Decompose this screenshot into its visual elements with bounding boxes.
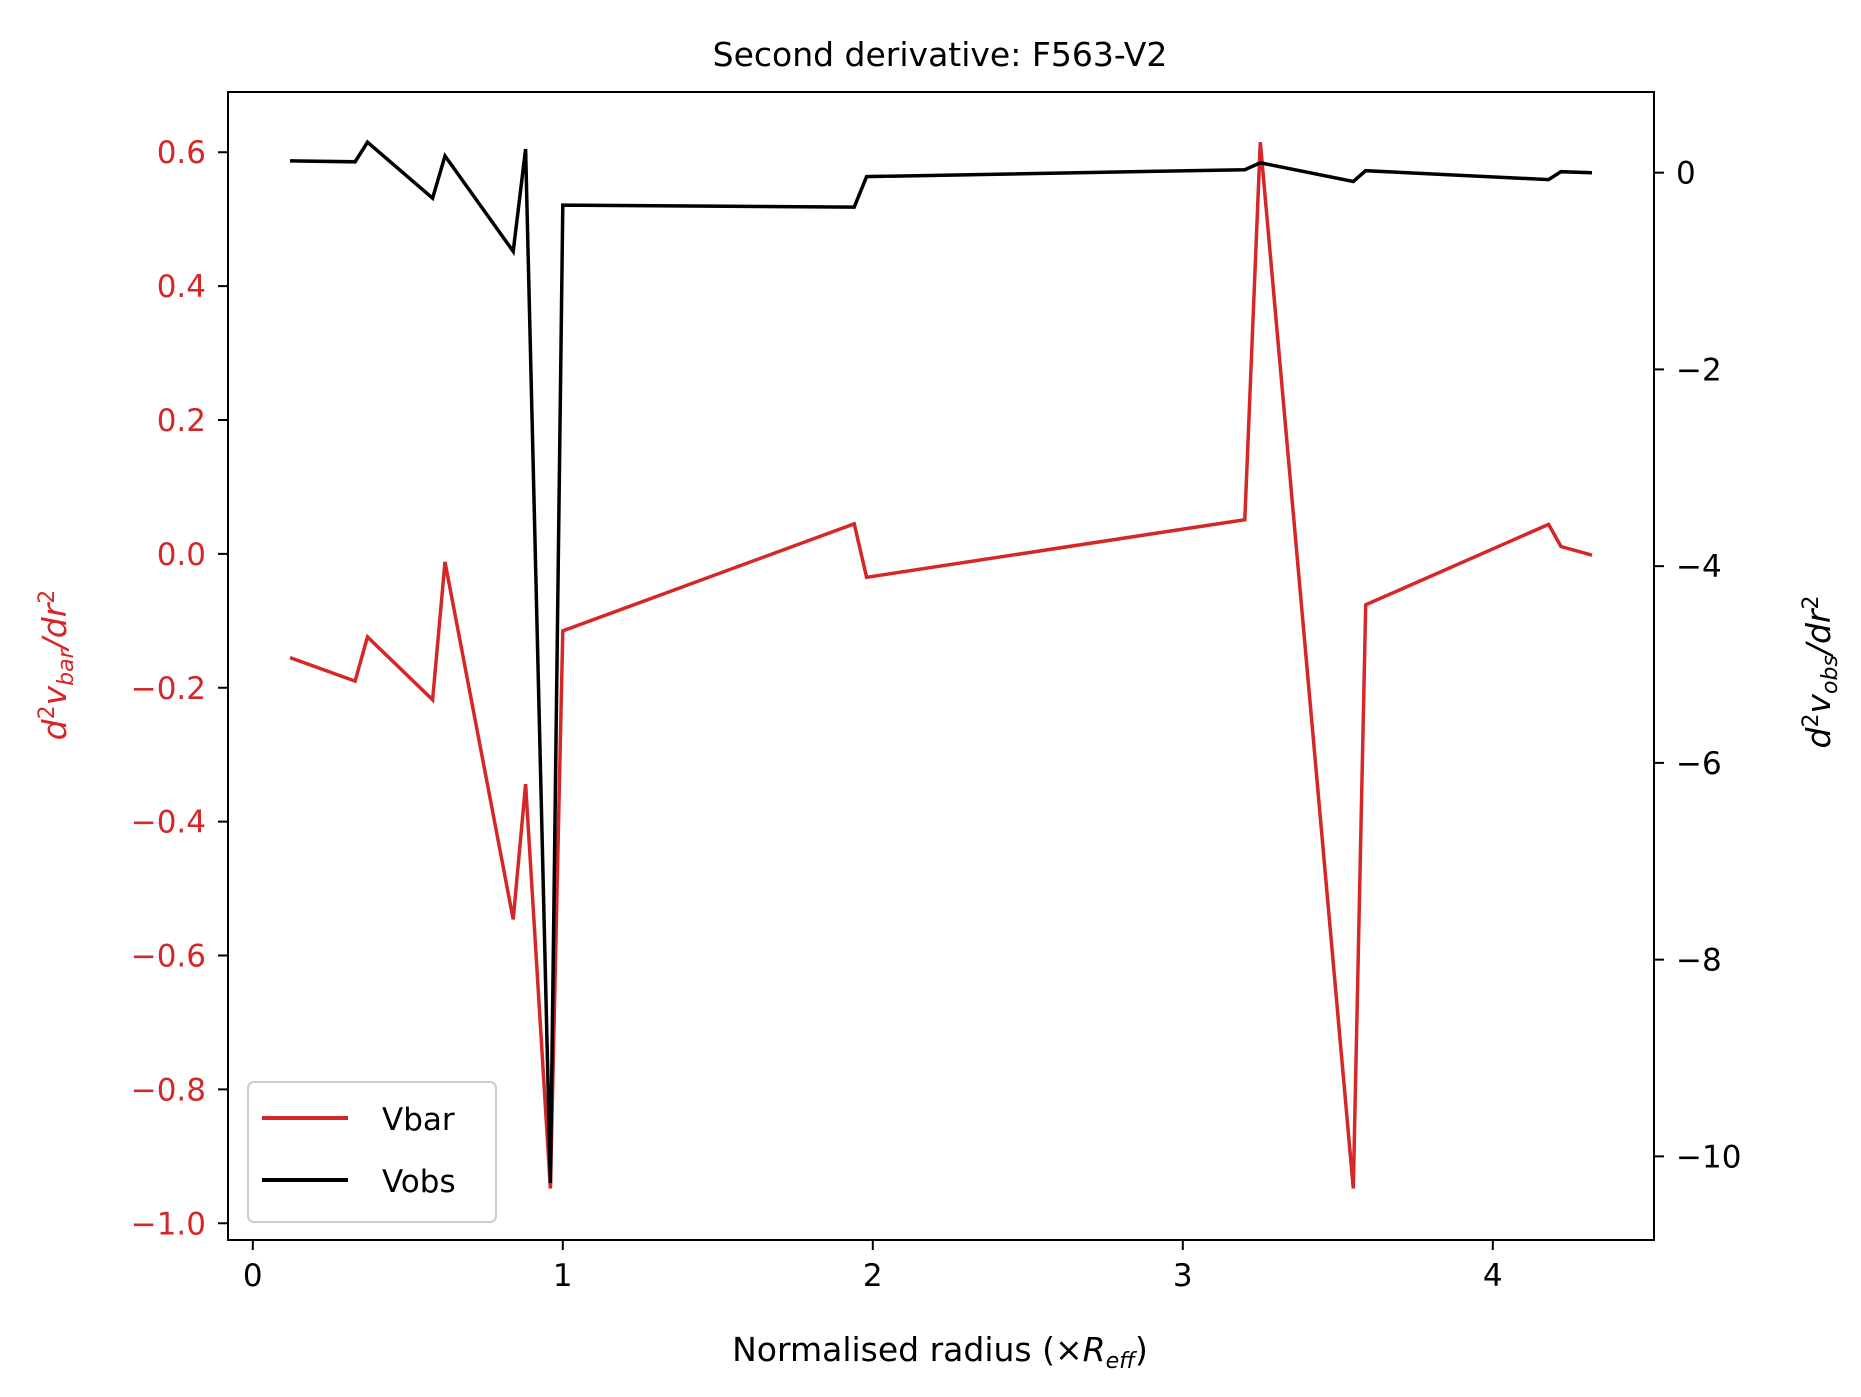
y-left-tick-label: 0.0 — [157, 537, 206, 573]
y-left-tick-label: −0.2 — [131, 671, 206, 707]
chart-title: Second derivative: F563-V2 — [713, 35, 1168, 74]
x-axis-label-close: ) — [1135, 1330, 1148, 1369]
y-left-tick-label: 0.6 — [157, 135, 206, 171]
y-left-label-tail: /dr — [35, 601, 74, 652]
y-left-tick-label: −0.8 — [131, 1072, 206, 1108]
y-left-tick-label: 0.2 — [157, 403, 206, 439]
x-axis-ticks: 0 1 2 3 4 — [243, 1240, 1503, 1294]
y-right-label-exp: 2 — [1799, 714, 1824, 728]
y-left-tick-label: −1.0 — [131, 1206, 206, 1242]
y-left-label-exp: 2 — [35, 705, 60, 719]
y-left-label-v: v — [35, 685, 74, 705]
series-lines — [289, 139, 1593, 1189]
y-left-tick-label: −0.4 — [131, 805, 206, 841]
y-right-tick-label: −8 — [1676, 943, 1722, 979]
x-axis-label: Normalised radius (×Reff) — [732, 1330, 1148, 1374]
y-right-axis-label: d2vobs/dr2 — [1799, 595, 1843, 748]
y-left-label-d: d — [35, 718, 74, 740]
x-tick-label: 4 — [1483, 1258, 1503, 1294]
y-right-tick-label: −2 — [1676, 352, 1722, 388]
y-left-axis-ticks: 0.6 0.4 0.2 0.0 −0.2 −0.4 −0.6 −0.8 −1.0 — [131, 135, 228, 1242]
x-axis-label-var: R — [1083, 1330, 1106, 1369]
x-axis-label-sub: eff — [1106, 1349, 1138, 1374]
y-right-label-d: d — [1799, 727, 1838, 749]
legend-label-vobs: Vobs — [382, 1164, 456, 1200]
x-tick-label: 3 — [1173, 1258, 1193, 1294]
y-left-axis-label: d2vbar/dr2 — [35, 590, 79, 741]
y-right-tick-label: −10 — [1676, 1139, 1741, 1175]
y-right-label-sub: obs — [1818, 655, 1843, 694]
legend: Vbar Vobs — [247, 1081, 497, 1223]
y-right-axis-ticks: 0 −2 −4 −6 −8 −10 — [1654, 156, 1741, 1175]
y-left-label-exp2: 2 — [35, 590, 60, 604]
x-tick-label: 2 — [863, 1258, 883, 1294]
y-left-label-sub: bar — [54, 647, 79, 685]
series-line-vbar — [289, 142, 1593, 1189]
plot-area-frame — [227, 91, 1655, 1241]
y-right-tick-label: 0 — [1676, 156, 1696, 192]
y-right-label-tail: /dr — [1799, 607, 1838, 658]
legend-box — [247, 1081, 497, 1223]
y-right-label-exp2: 2 — [1799, 595, 1824, 609]
x-axis-label-main: Normalised radius (× — [732, 1330, 1083, 1369]
y-right-label-v: v — [1799, 694, 1838, 714]
y-right-tick-label: −4 — [1676, 549, 1722, 585]
y-right-tick-label: −6 — [1676, 746, 1722, 782]
series-line-vobs — [289, 139, 1593, 1183]
x-tick-label: 1 — [553, 1258, 573, 1294]
legend-label-vbar: Vbar — [382, 1102, 455, 1138]
x-tick-label: 0 — [243, 1258, 263, 1294]
y-left-tick-label: 0.4 — [157, 269, 206, 305]
y-left-tick-label: −0.6 — [131, 939, 206, 975]
